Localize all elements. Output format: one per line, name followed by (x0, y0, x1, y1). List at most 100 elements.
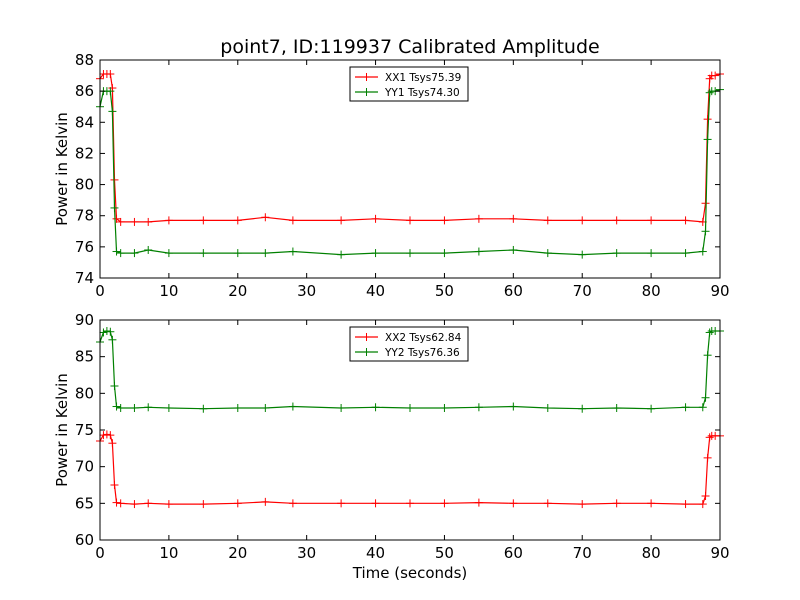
y-tick-label: 88 (75, 51, 94, 69)
data-point (703, 351, 712, 360)
data-point (703, 115, 712, 124)
data-point (371, 249, 380, 258)
data-point (647, 404, 656, 413)
data-point (261, 497, 270, 506)
data-point (406, 404, 414, 412)
data-point (164, 500, 173, 509)
data-point (474, 498, 483, 507)
data-point (371, 214, 380, 223)
data-point (474, 214, 483, 223)
data-point (99, 431, 108, 440)
data-point (112, 214, 121, 223)
data-point (703, 453, 712, 462)
data-point (288, 402, 297, 411)
legend-entry-label: XX2 Tsys62.84 (385, 332, 462, 344)
data-point (474, 403, 483, 412)
y-tick-label: 90 (75, 311, 94, 329)
data-point (681, 403, 690, 412)
data-point (647, 249, 656, 258)
data-point (681, 216, 690, 225)
data-point (543, 216, 552, 225)
data-point (102, 430, 111, 439)
data-point (543, 249, 552, 258)
data-point (647, 499, 656, 508)
legend: XX1 Tsys75.39 YY1 Tsys74.30 (349, 66, 469, 102)
data-point (705, 433, 714, 442)
x-tick-label: 80 (642, 282, 661, 300)
x-tick-label: 90 (710, 544, 729, 562)
data-point (698, 247, 707, 256)
data-point (261, 213, 270, 222)
data-point (199, 500, 208, 509)
data-point (440, 249, 449, 258)
data-point (509, 402, 518, 411)
data-point (705, 88, 714, 97)
legend-entry-label: YY2 Tsys76.36 (384, 347, 460, 359)
data-point (711, 71, 720, 80)
x-axis-label: Time (seconds) (352, 564, 468, 582)
data-point (144, 499, 153, 508)
data-point (509, 245, 518, 254)
x-tick-label: 40 (366, 544, 385, 562)
data-point (233, 249, 242, 258)
data-point (612, 249, 621, 258)
y-axis-label: Power in Kelvin (53, 373, 71, 487)
data-point (110, 382, 119, 390)
data-point (612, 404, 621, 412)
legend-entry-label: XX1 Tsys75.39 (385, 72, 461, 84)
y-tick-label: 78 (75, 207, 94, 225)
data-point (440, 216, 449, 225)
data-point (112, 247, 121, 256)
data-point (144, 217, 153, 226)
data-point (261, 249, 270, 258)
axes-frame (99, 59, 721, 279)
data-point (130, 500, 139, 509)
chart-panel-bottom: 0 10 20 30 40 50 60 70 80 90 60 65 70 75 80 85 90 Power i… (53, 311, 730, 562)
data-point (337, 404, 346, 412)
x-tick-label: 0 (95, 282, 105, 300)
data-point (703, 135, 712, 144)
y-tick-label: 65 (75, 494, 94, 512)
data-point (578, 250, 587, 259)
y-tick-label: 75 (75, 421, 94, 439)
x-tick-label: 20 (228, 282, 247, 300)
data-point (698, 500, 707, 509)
data-point (578, 404, 587, 413)
data-point (406, 249, 414, 258)
data-point (116, 217, 125, 226)
data-point (288, 216, 297, 225)
data-point (701, 492, 710, 500)
x-tick-label: 10 (159, 544, 178, 562)
y-tick-label: 80 (75, 384, 94, 402)
legend-entry-label: YY1 Tsys74.30 (384, 87, 460, 99)
data-point (371, 499, 380, 508)
data-point (474, 247, 483, 256)
data-point (406, 216, 414, 225)
data-point (99, 328, 108, 337)
data-point (116, 499, 125, 508)
data-point (130, 404, 139, 412)
x-tick-label: 50 (435, 282, 454, 300)
data-point (199, 216, 208, 225)
y-tick-label: 74 (75, 269, 94, 287)
data-point (108, 439, 117, 448)
x-tick-label: 30 (297, 544, 316, 562)
data-point (164, 249, 173, 258)
legend-box (349, 66, 469, 102)
data-point (681, 249, 690, 258)
data-point (199, 404, 208, 413)
data-point (705, 328, 714, 337)
data-point (578, 216, 587, 225)
data-point (440, 404, 449, 412)
x-tick-label: 0 (95, 544, 105, 562)
data-point (112, 402, 121, 411)
data-point (233, 404, 242, 412)
data-point (371, 403, 380, 412)
x-tick-label: 30 (297, 282, 316, 300)
chart-title: point7, ID:119937 Calibrated Amplitude (220, 36, 599, 58)
y-tick-label: 76 (75, 238, 94, 256)
data-point (612, 216, 621, 225)
data-point (681, 500, 690, 509)
y-axis-label: Power in Kelvin (53, 112, 71, 226)
